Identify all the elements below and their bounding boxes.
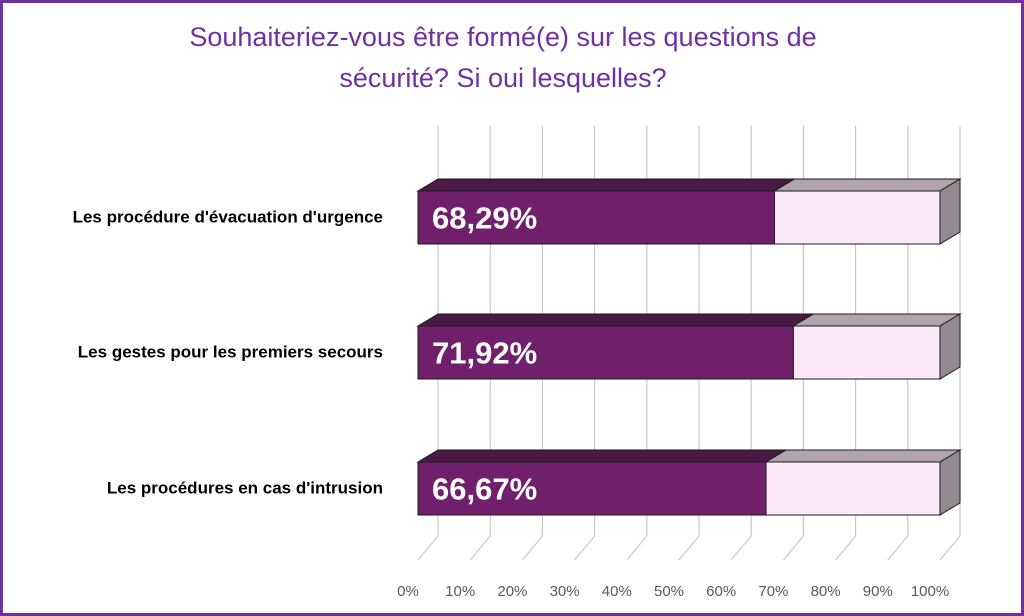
bar-primary-top [416, 178, 797, 192]
x-tick-label: 60% [706, 583, 736, 600]
bar-side [939, 178, 961, 245]
x-tick-label: 20% [497, 583, 527, 600]
bar-secondary [765, 461, 941, 516]
floor-gridline [417, 535, 439, 561]
x-tick-label: 70% [758, 583, 788, 600]
bar-secondary-top [764, 449, 962, 463]
x-tick-label: 100% [911, 583, 949, 600]
floor-gridline [626, 535, 648, 561]
floor-gridline [521, 535, 543, 561]
chart-title: Souhaiteriez-vous être formé(e) sur les … [63, 17, 943, 99]
category-label: Les procédure d'évacuation d'urgence [73, 208, 383, 227]
floor-gridline [730, 535, 752, 561]
bar-secondary [792, 325, 941, 380]
bar-primary [417, 325, 794, 380]
bar-secondary-top [791, 313, 962, 327]
bar-secondary [773, 190, 941, 245]
x-tick-label: 40% [602, 583, 632, 600]
category-label: Les procédures en cas d'intrusion [107, 479, 383, 498]
x-tick-label: 30% [550, 583, 580, 600]
floor-gridline [887, 535, 909, 561]
bar-primary [417, 190, 775, 245]
bar-secondary-top [772, 178, 962, 192]
chart-title-line-2: sécurité? Si oui lesquelles? [339, 63, 667, 93]
floor-gridline [574, 535, 596, 561]
x-tick-label: 80% [811, 583, 841, 600]
bar-side [939, 313, 961, 380]
floor-gridline [835, 535, 857, 561]
floor-gridline [939, 535, 961, 561]
x-tick-label: 90% [863, 583, 893, 600]
bar-primary-top [416, 449, 788, 463]
data-label: 66,67% [432, 472, 537, 507]
x-tick-label: 10% [445, 583, 475, 600]
category-label: Les gestes pour les premiers secours [78, 343, 383, 362]
data-label: 71,92% [432, 336, 537, 371]
bar-primary-top [416, 313, 816, 327]
x-tick-label: 50% [654, 583, 684, 600]
floor-gridline [678, 535, 700, 561]
bar-side [939, 449, 961, 516]
x-tick-label: 0% [397, 583, 419, 600]
bar-primary [417, 461, 767, 516]
chart-plot: 68,29% Les procédure d'évacuation d'urgen… [73, 126, 962, 600]
floor-gridline [782, 535, 804, 561]
chart-title-line-1: Souhaiteriez-vous être formé(e) sur les … [189, 22, 817, 52]
floor-gridline [469, 535, 491, 561]
data-label: 68,29% [432, 201, 537, 236]
